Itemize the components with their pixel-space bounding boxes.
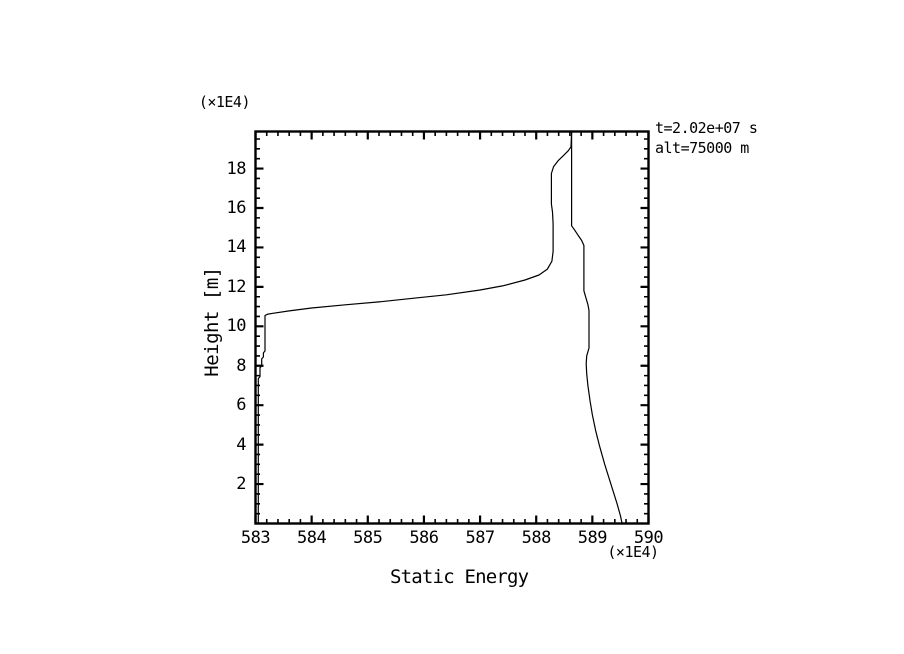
x-tick-label-587: 587 <box>465 528 495 548</box>
y-tick-label-14: 14 <box>226 237 247 258</box>
x-axis-title: Static Energy <box>390 566 529 588</box>
x-tick-label-589: 589 <box>577 528 608 548</box>
y-tick-label-12: 12 <box>226 276 247 297</box>
major-ticks <box>254 131 650 524</box>
plot-frame <box>254 130 650 525</box>
x-tick-label-588: 588 <box>521 528 552 548</box>
y-tick-label-4: 4 <box>236 434 246 455</box>
y-tick-label-16: 16 <box>226 198 247 218</box>
curve-left-profile <box>257 131 573 524</box>
x-tick-label-586: 586 <box>409 528 439 548</box>
x-tick-label-590: 590 <box>633 528 664 548</box>
y-tick-label-8: 8 <box>236 355 246 376</box>
curve-right-profile <box>570 131 623 524</box>
x-axis-multiplier-label: (×1E4) <box>607 543 659 561</box>
x-tick-label-584: 584 <box>297 528 327 548</box>
y-tick-label-6: 6 <box>236 395 246 416</box>
x-tick-label-585: 585 <box>353 528 383 548</box>
y-tick-label-18: 18 <box>226 158 247 179</box>
annotation-time: t=2.02e+07 s <box>655 119 758 137</box>
y-tick-label-2: 2 <box>236 474 246 495</box>
annotation-altitude: alt=75000 m <box>655 139 749 157</box>
y-tick-label-10: 10 <box>226 316 247 337</box>
x-tick-label-583: 583 <box>240 528 271 548</box>
y-axis-multiplier-label: (×1E4) <box>198 93 251 111</box>
